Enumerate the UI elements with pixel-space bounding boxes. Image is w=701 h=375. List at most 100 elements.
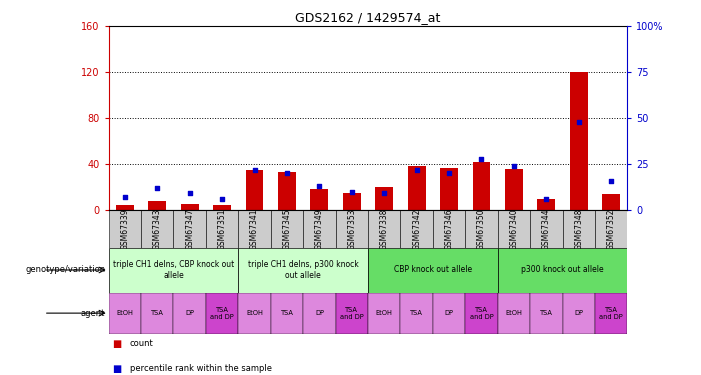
- Point: [151, 185, 163, 191]
- Bar: [595, 210, 627, 248]
- Bar: [408, 166, 426, 210]
- Point: [444, 170, 455, 176]
- Text: GSM67346: GSM67346: [444, 208, 454, 250]
- Point: [346, 189, 358, 195]
- Bar: [433, 292, 465, 334]
- Bar: [238, 248, 368, 292]
- Bar: [400, 210, 433, 248]
- Bar: [311, 189, 328, 210]
- Bar: [206, 292, 238, 334]
- Text: EtOH: EtOH: [505, 310, 522, 316]
- Text: GSM67338: GSM67338: [380, 208, 389, 249]
- Bar: [498, 248, 627, 292]
- Text: TSA
and DP: TSA and DP: [599, 307, 623, 320]
- Bar: [303, 292, 336, 334]
- Bar: [538, 198, 555, 210]
- Text: GSM67353: GSM67353: [347, 208, 356, 250]
- Bar: [472, 162, 491, 210]
- Point: [476, 156, 487, 162]
- Point: [411, 166, 422, 172]
- Bar: [181, 204, 198, 210]
- Bar: [498, 210, 530, 248]
- Text: count: count: [130, 339, 154, 348]
- Text: DP: DP: [444, 310, 454, 316]
- Text: DP: DP: [574, 310, 583, 316]
- Bar: [368, 210, 400, 248]
- Bar: [174, 210, 206, 248]
- Text: GSM67340: GSM67340: [510, 208, 519, 250]
- Bar: [498, 292, 530, 334]
- Bar: [505, 169, 523, 210]
- Bar: [109, 248, 238, 292]
- Point: [217, 196, 228, 202]
- Text: GSM67347: GSM67347: [185, 208, 194, 250]
- Point: [184, 190, 196, 196]
- Text: DP: DP: [185, 310, 194, 316]
- Text: GSM67344: GSM67344: [542, 208, 551, 250]
- Point: [281, 170, 292, 176]
- Text: p300 knock out allele: p300 knock out allele: [522, 266, 604, 274]
- Text: TSA
and DP: TSA and DP: [210, 307, 234, 320]
- Text: TSA: TSA: [151, 310, 164, 316]
- Text: GSM67352: GSM67352: [606, 208, 615, 249]
- Text: TSA
and DP: TSA and DP: [470, 307, 494, 320]
- Bar: [245, 170, 264, 210]
- Text: agent: agent: [81, 309, 105, 318]
- Text: GSM67348: GSM67348: [574, 208, 583, 249]
- Title: GDS2162 / 1429574_at: GDS2162 / 1429574_at: [295, 11, 441, 24]
- Text: EtOH: EtOH: [116, 310, 133, 316]
- Text: ■: ■: [112, 339, 121, 350]
- Bar: [238, 210, 271, 248]
- Text: triple CH1 delns, CBP knock out
allele: triple CH1 delns, CBP knock out allele: [113, 260, 234, 280]
- Point: [508, 163, 519, 169]
- Bar: [278, 172, 296, 210]
- Point: [606, 178, 617, 184]
- Bar: [602, 194, 620, 210]
- Bar: [433, 210, 465, 248]
- Bar: [336, 210, 368, 248]
- Bar: [206, 210, 238, 248]
- Bar: [271, 292, 303, 334]
- Text: GSM67351: GSM67351: [217, 208, 226, 249]
- Point: [540, 196, 552, 202]
- Text: percentile rank within the sample: percentile rank within the sample: [130, 364, 272, 373]
- Text: CBP knock out allele: CBP knock out allele: [394, 266, 472, 274]
- Bar: [562, 210, 595, 248]
- Text: GSM67343: GSM67343: [153, 208, 162, 250]
- Text: TSA: TSA: [410, 310, 423, 316]
- Bar: [570, 72, 587, 210]
- Bar: [174, 292, 206, 334]
- Bar: [465, 210, 498, 248]
- Bar: [562, 292, 595, 334]
- Text: TSA: TSA: [540, 310, 553, 316]
- Bar: [141, 292, 174, 334]
- Text: TSA: TSA: [280, 310, 294, 316]
- Point: [573, 119, 585, 125]
- Text: genotype/variation: genotype/variation: [25, 266, 105, 274]
- Text: GSM67341: GSM67341: [250, 208, 259, 249]
- Bar: [368, 248, 498, 292]
- Bar: [238, 292, 271, 334]
- Bar: [530, 210, 562, 248]
- Bar: [271, 210, 303, 248]
- Bar: [141, 210, 174, 248]
- Text: DP: DP: [315, 310, 324, 316]
- Bar: [213, 206, 231, 210]
- Text: GSM67350: GSM67350: [477, 208, 486, 250]
- Text: GSM67339: GSM67339: [121, 208, 130, 250]
- Point: [119, 194, 130, 200]
- Bar: [109, 210, 141, 248]
- Bar: [343, 193, 361, 210]
- Text: ■: ■: [112, 364, 121, 374]
- Text: EtOH: EtOH: [246, 310, 263, 316]
- Point: [314, 183, 325, 189]
- Text: GSM67349: GSM67349: [315, 208, 324, 250]
- Bar: [116, 206, 134, 210]
- Bar: [595, 292, 627, 334]
- Point: [249, 166, 260, 172]
- Bar: [109, 292, 141, 334]
- Text: GSM67345: GSM67345: [283, 208, 292, 250]
- Bar: [530, 292, 562, 334]
- Bar: [400, 292, 433, 334]
- Bar: [149, 201, 166, 210]
